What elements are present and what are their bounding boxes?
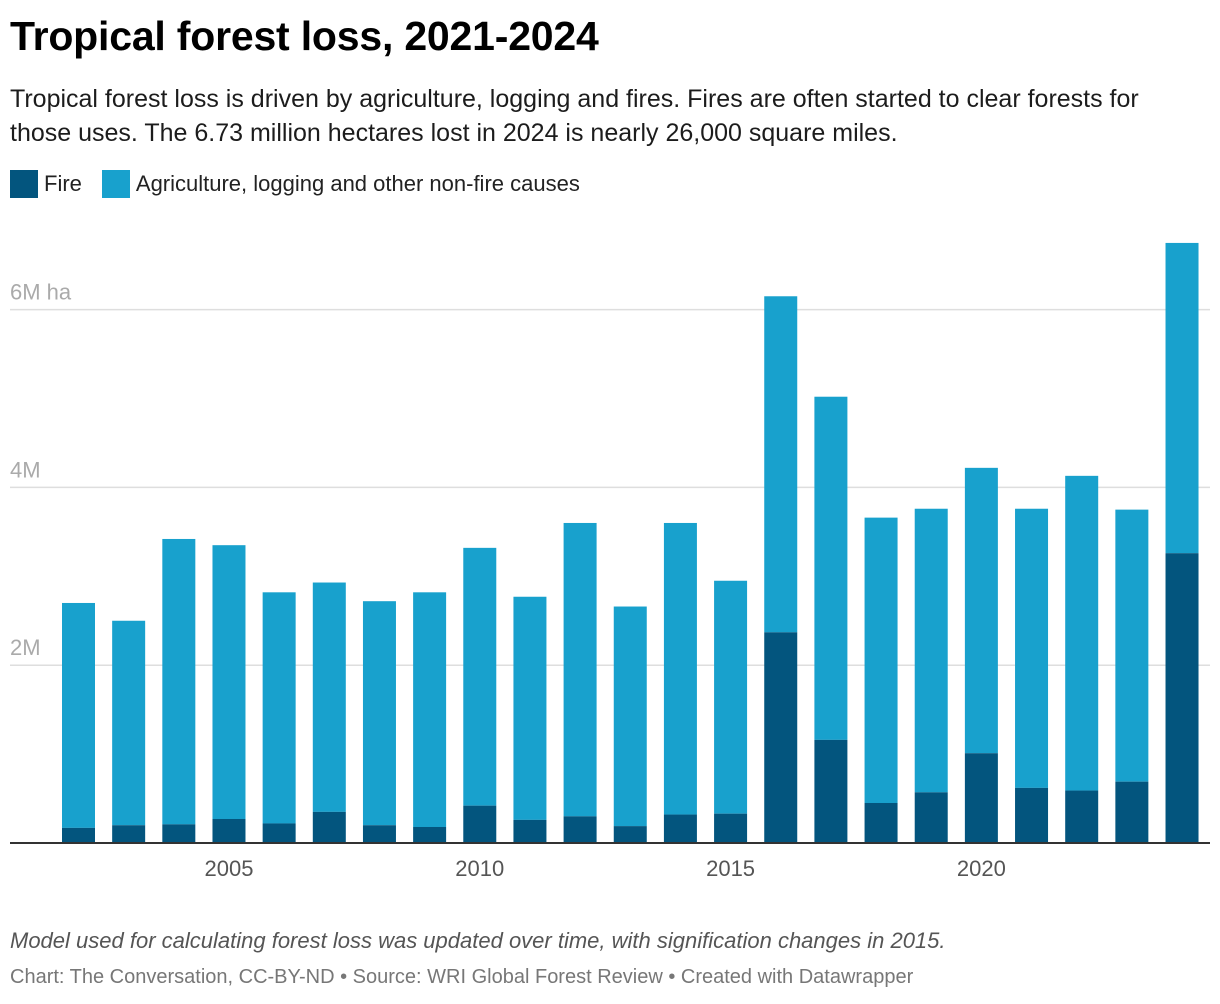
bar-fire-2017 <box>814 739 848 843</box>
chart-subtitle: Tropical forest loss is driven by agricu… <box>10 85 1139 147</box>
legend: Fire Agriculture, logging and other non-… <box>10 170 600 198</box>
bar-fire-2019 <box>914 792 948 843</box>
bar-other-2024 <box>1165 242 1199 554</box>
bar-other-2002 <box>62 602 95 828</box>
bar-fire-2018 <box>864 802 898 843</box>
bar-fire-2007 <box>312 811 346 843</box>
bar-fire-2015 <box>714 813 748 843</box>
bar-fire-2002 <box>62 827 95 843</box>
chart-title: Tropical forest loss, 2021-2024 <box>10 13 599 59</box>
bar-fire-2006 <box>262 823 296 843</box>
bar-fire-2012 <box>563 816 597 843</box>
bar-fire-2014 <box>663 814 697 843</box>
legend-label-other: Agriculture, logging and other non-fire … <box>135 171 580 196</box>
bar-other-2022 <box>1065 475 1099 791</box>
bar-other-2014 <box>663 522 697 815</box>
bar-other-2009 <box>413 592 447 827</box>
x-tick-label-2020: 2020 <box>957 856 1006 881</box>
bar-fire-2022 <box>1065 790 1099 843</box>
bar-fire-2008 <box>362 825 396 843</box>
bar-other-2013 <box>613 606 647 827</box>
bar-fire-2023 <box>1115 781 1149 843</box>
legend-item-fire: Fire <box>10 170 82 198</box>
x-tick-label-2005: 2005 <box>205 856 254 881</box>
bar-other-2011 <box>513 596 547 820</box>
bar-other-2015 <box>714 580 748 814</box>
bar-other-2019 <box>914 508 948 793</box>
chart-note: Model used for calculating forest loss w… <box>10 928 946 953</box>
bar-fire-2020 <box>964 753 998 843</box>
bar-other-2006 <box>262 592 296 824</box>
bar-fire-2009 <box>413 826 447 843</box>
bar-other-2012 <box>563 522 597 817</box>
bar-fire-2024 <box>1165 553 1199 843</box>
bar-other-2020 <box>964 467 998 754</box>
bar-fire-2016 <box>764 632 798 843</box>
x-tick-label-2010: 2010 <box>455 856 504 881</box>
bar-fire-2003 <box>112 825 146 843</box>
legend-label-fire: Fire <box>44 171 82 196</box>
bar-other-2008 <box>362 601 396 826</box>
bar-fire-2011 <box>513 819 547 843</box>
bar-other-2023 <box>1115 509 1149 782</box>
bar-fire-2004 <box>162 824 196 843</box>
legend-item-other: Agriculture, logging and other non-fire … <box>101 170 580 198</box>
legend-swatch-other <box>101 170 130 198</box>
bar-other-2018 <box>864 517 898 803</box>
y-tick-label-6: 6M ha <box>10 280 72 305</box>
legend-swatch-fire <box>10 170 38 198</box>
bar-fire-2005 <box>212 818 246 843</box>
bar-other-2017 <box>814 396 848 740</box>
y-tick-label-2: 2M <box>10 635 41 660</box>
bar-other-2021 <box>1015 508 1049 788</box>
x-tick-label-2015: 2015 <box>706 856 755 881</box>
bar-other-2016 <box>764 296 798 633</box>
bar-other-2003 <box>112 620 146 826</box>
bar-other-2004 <box>162 538 196 825</box>
bar-other-2005 <box>212 545 246 819</box>
bar-fire-2021 <box>1015 787 1049 843</box>
bar-other-2010 <box>463 547 497 806</box>
chart-credit: Chart: The Conversation, CC-BY-ND • Sour… <box>10 966 914 988</box>
bar-fire-2013 <box>613 826 647 843</box>
bar-other-2007 <box>312 582 346 812</box>
bar-fire-2010 <box>463 805 497 843</box>
y-tick-label-4: 4M <box>10 457 41 482</box>
